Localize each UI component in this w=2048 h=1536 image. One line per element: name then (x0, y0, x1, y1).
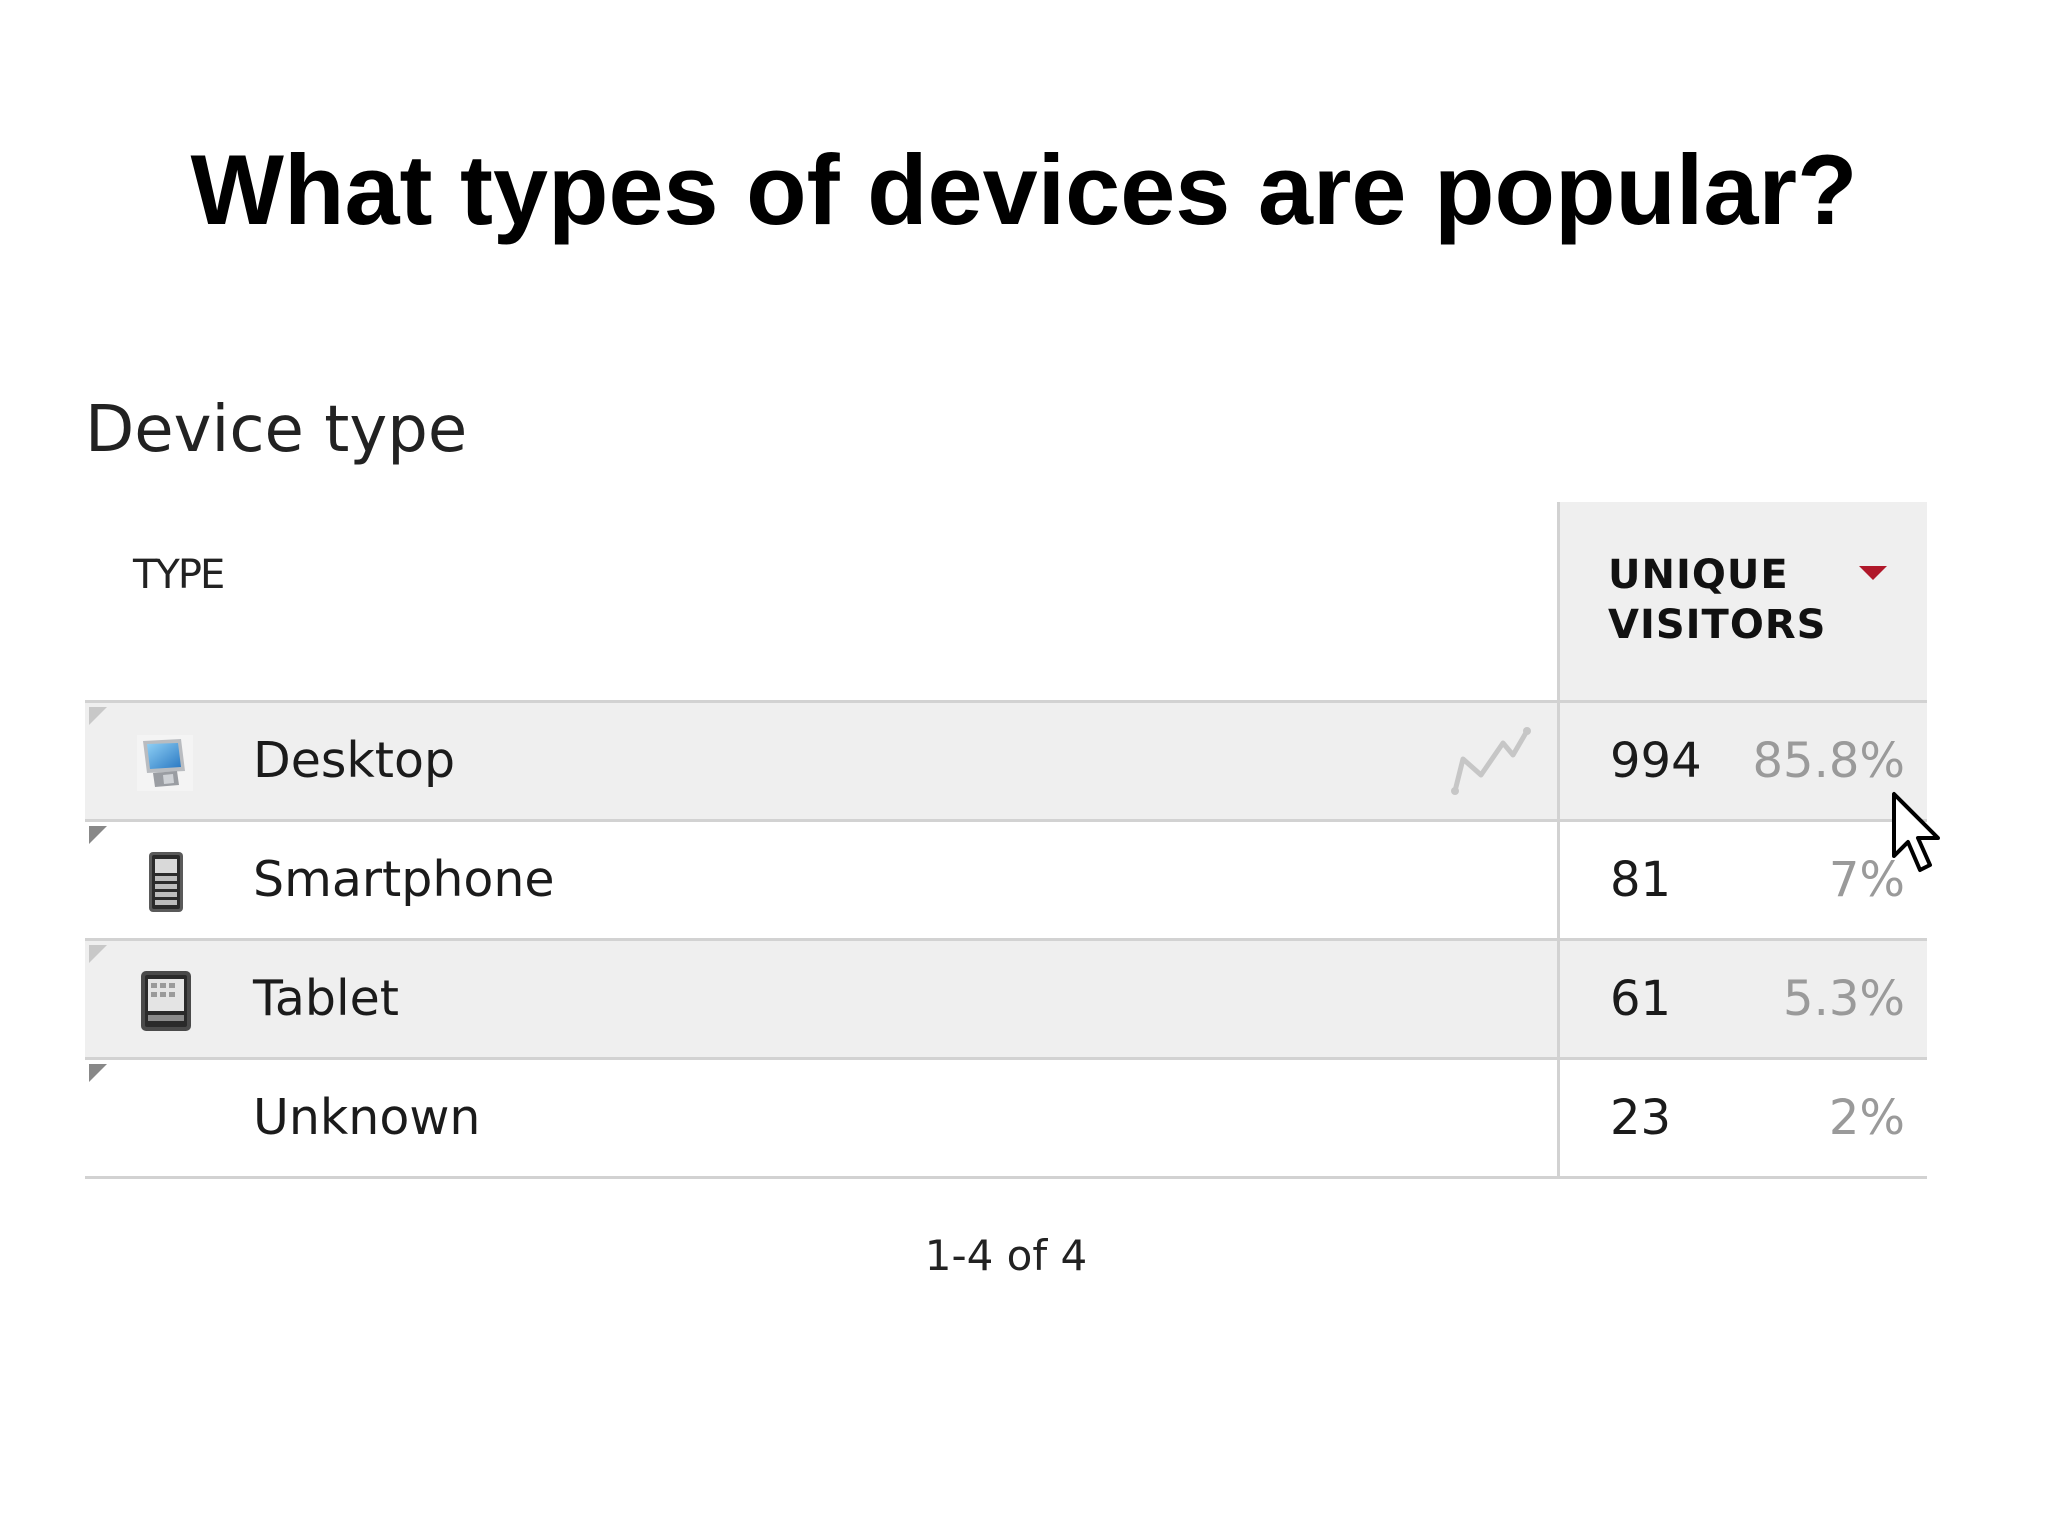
desktop-icon (137, 735, 193, 791)
visitor-percent: 7% (1828, 852, 1905, 908)
visitor-count: 81 (1610, 852, 1672, 908)
table-header: TYPE UNIQUE VISITORS (85, 502, 1927, 703)
row-expand-icon[interactable] (89, 945, 107, 963)
smartphone-icon (149, 852, 183, 912)
row-expand-icon[interactable] (89, 1064, 107, 1082)
visitor-percent: 5.3% (1783, 971, 1905, 1027)
visitors-cell: 81 7% (1557, 822, 1927, 938)
table-row[interactable]: Desktop 994 85.8% (85, 703, 1927, 822)
sort-descending-icon[interactable] (1859, 566, 1887, 580)
device-label[interactable]: Smartphone (253, 851, 555, 908)
widget-title: Device type (85, 393, 468, 467)
visitors-cell: 61 5.3% (1557, 941, 1927, 1057)
visitor-count: 61 (1610, 971, 1672, 1027)
device-label[interactable]: Tablet (253, 970, 399, 1027)
mouse-cursor-icon (1892, 792, 1940, 872)
visitors-cell: 23 2% (1557, 1060, 1927, 1176)
pagination-info: 1-4 of 4 (924, 1231, 1088, 1280)
visitor-percent: 2% (1828, 1090, 1905, 1146)
column-header-type[interactable]: TYPE (133, 552, 225, 598)
device-label[interactable]: Unknown (253, 1089, 481, 1146)
visitor-count: 23 (1610, 1090, 1672, 1146)
visitors-cell: 994 85.8% (1557, 703, 1927, 819)
table-row[interactable]: Unknown 23 2% (85, 1060, 1927, 1179)
device-label[interactable]: Desktop (253, 732, 456, 789)
table-row[interactable]: Tablet 61 5.3% (85, 941, 1927, 1060)
table-row[interactable]: Smartphone 81 7% (85, 822, 1927, 941)
row-evolution-icon[interactable] (1447, 721, 1533, 801)
slide-title: What types of devices are popular? (190, 134, 1858, 245)
row-expand-icon[interactable] (89, 826, 107, 844)
visitor-percent: 85.8% (1752, 733, 1905, 789)
column-header-unique-visitors[interactable]: UNIQUE VISITORS (1557, 502, 1927, 700)
tablet-icon (141, 971, 191, 1031)
column-header-label: UNIQUE VISITORS (1608, 552, 1827, 648)
visitor-count: 994 (1610, 733, 1702, 789)
device-table: TYPE UNIQUE VISITORS (85, 502, 1927, 1179)
row-expand-icon[interactable] (89, 707, 107, 725)
